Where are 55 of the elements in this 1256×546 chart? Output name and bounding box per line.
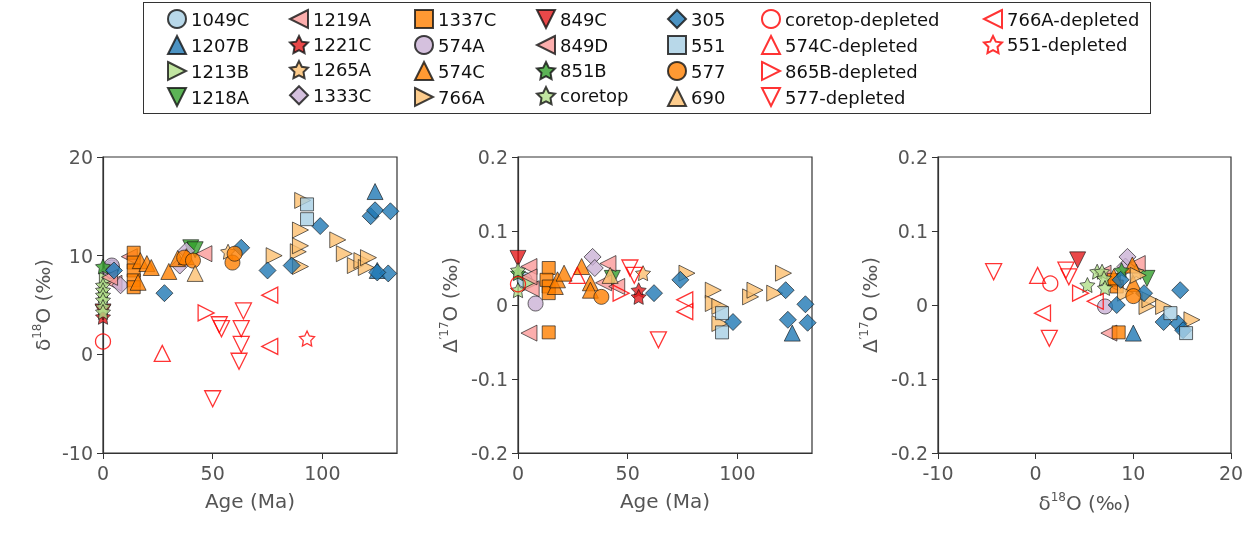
x-tick-label: 50 <box>615 461 640 484</box>
legend-label: 1213B <box>191 60 250 82</box>
legend-label: 690 <box>691 86 726 108</box>
x-tick-label: 0 <box>511 461 525 484</box>
y-tick-label: -0.2 <box>890 442 928 464</box>
legend-label: 865B-depleted <box>785 60 918 82</box>
legend-label: 849C <box>560 8 607 30</box>
x-tick-label: 0 <box>1029 461 1042 484</box>
legend-label: 1265A <box>313 59 372 81</box>
y-tick-label: 0.2 <box>897 146 928 168</box>
y-tick-label: 0 <box>80 343 93 366</box>
y-tick-label: 0.1 <box>897 220 928 242</box>
x-axis-title: Age (Ma) <box>204 489 296 513</box>
legend-label: 766A <box>438 86 486 108</box>
y-axis-title: δ18O (‰) <box>30 258 55 352</box>
legend-label: 574A <box>438 34 486 56</box>
y-tick-label: -0.1 <box>890 368 928 390</box>
legend-label: 577-depleted <box>785 86 906 108</box>
y-tick-label: -10 <box>61 442 93 464</box>
legend-label: coretop <box>560 85 629 107</box>
x-tick-label: 10 <box>1121 461 1146 484</box>
x-tick-label: 20 <box>1218 461 1244 484</box>
legend-label: 305 <box>691 8 726 30</box>
legend-label: coretop-depleted <box>785 8 940 30</box>
legend-label: 1049C <box>191 8 250 30</box>
legend-label: 1337C <box>438 8 497 30</box>
x-tick-label: 0 <box>96 461 110 484</box>
y-tick-label: -0.2 <box>470 442 508 464</box>
y-tick-label: 0 <box>495 294 508 316</box>
legend-label: 849D <box>560 34 609 56</box>
y-tick-label: 20 <box>68 146 93 168</box>
legend-label: 1207B <box>191 34 250 56</box>
x-tick-label: 100 <box>304 461 341 484</box>
y-tick-label: 10 <box>68 244 93 267</box>
legend-label: 574C <box>438 60 485 82</box>
x-tick-label: 50 <box>200 461 225 484</box>
y-tick-label: 0 <box>915 294 928 316</box>
y-tick-label: 0.2 <box>477 146 508 168</box>
y-tick-label: 0.1 <box>477 220 508 242</box>
legend-label: 1218A <box>191 86 250 108</box>
legend-label: 1219A <box>313 8 372 30</box>
legend-label: 551-depleted <box>1007 34 1128 56</box>
legend-label: 766A-depleted <box>1007 8 1140 30</box>
legend-label: 551 <box>691 34 726 56</box>
y-tick-label: -0.1 <box>470 368 508 390</box>
legend-label: 577 <box>691 60 726 82</box>
y-axis-title: Δ′17O (‰) <box>857 256 882 354</box>
y-axis-title: Δ′17O (‰) <box>437 256 463 354</box>
legend-label: 574C-depleted <box>785 34 918 56</box>
x-axis-title: Age (Ma) <box>619 489 711 513</box>
x-tick-label: -10 <box>922 461 954 484</box>
legend-label: 851B <box>560 60 607 82</box>
legend-label: 1221C <box>313 34 372 56</box>
x-tick-label: 100 <box>719 461 756 484</box>
legend-label: 1333C <box>313 84 372 106</box>
